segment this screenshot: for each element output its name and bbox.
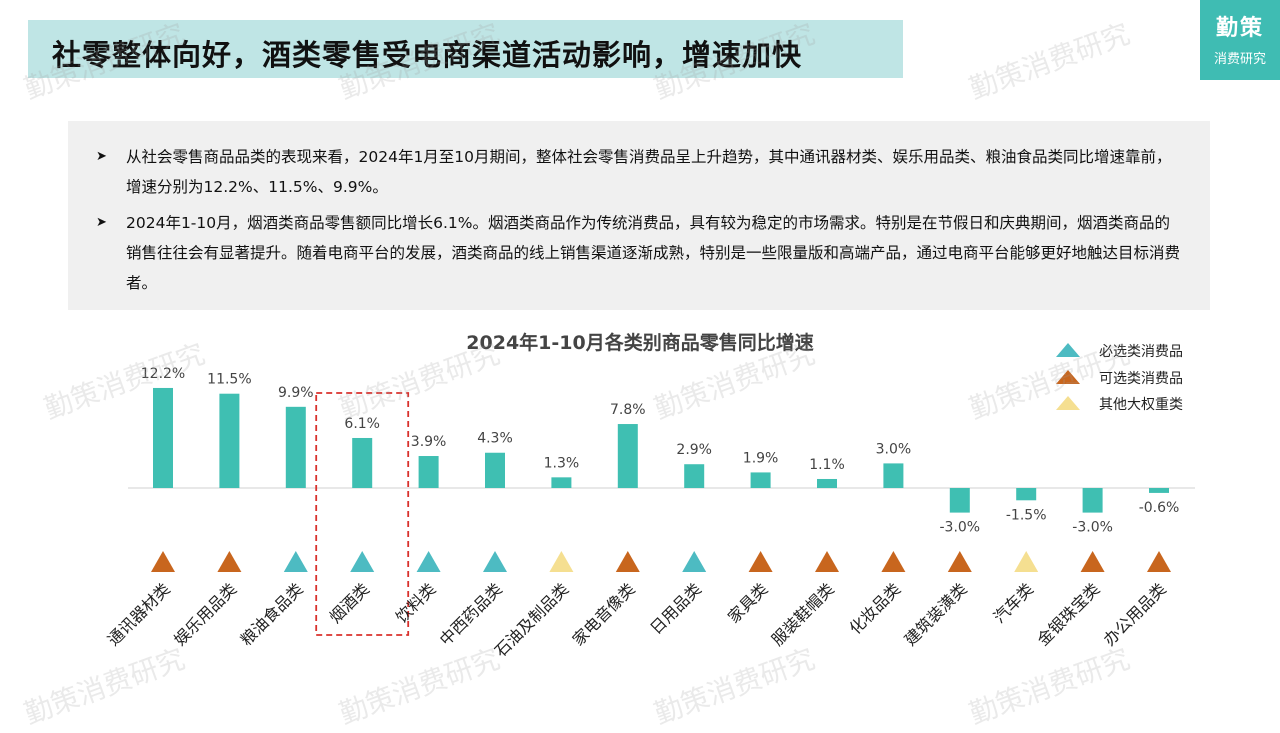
category-triangle-icon [283, 551, 308, 572]
bar [617, 424, 638, 488]
bar [418, 456, 439, 488]
legend-label: 其他大权重类 [1099, 397, 1183, 413]
category-label: 通讯器材类 [104, 579, 174, 649]
legend-triangle-icon [1056, 396, 1080, 410]
bullet-arrow-icon: ➤ [96, 215, 107, 230]
bar [817, 478, 837, 488]
summary-box [68, 121, 1210, 310]
legend-label: 必选类消费品 [1099, 344, 1183, 360]
data-label: 3.9% [411, 434, 447, 450]
category-label: 家具类 [724, 579, 771, 626]
bar [485, 452, 505, 488]
data-label: 1.3% [544, 455, 580, 471]
category-triangle-icon [483, 551, 507, 572]
bar [219, 393, 240, 488]
category-label: 化妆品类 [846, 579, 905, 638]
category-label: 金银珠宝类 [1033, 579, 1103, 649]
category-triangle-icon [151, 551, 175, 572]
category-label: 中西药品类 [436, 579, 506, 649]
bar [883, 463, 904, 488]
category-label: 日用品类 [646, 579, 705, 638]
category-label: 饮料类 [392, 579, 439, 626]
bullet-text: 从社会零售商品品类的表现来看，2024年1月至10月期间，整体社会零售消费品呈上… [126, 148, 1172, 196]
chart-title: 2024年1-10月各类别商品零售同比增速 [466, 332, 814, 354]
bar [750, 472, 771, 488]
bar [684, 464, 705, 488]
category-label: 家电音像类 [569, 579, 639, 649]
summary-bullet: ➤ 从社会零售商品品类的表现来看，2024年1月至10月期间，整体社会零售消费品… [96, 142, 1181, 202]
category-triangle-icon [1014, 551, 1039, 572]
data-label: 1.9% [743, 450, 779, 466]
brand-subtitle: 消费研究 [1213, 52, 1266, 67]
page-title: 社零整体向好，酒类零售受电商渠道活动影响，增速加快 [52, 38, 803, 72]
data-label: 1.1% [809, 457, 845, 473]
bar [153, 387, 173, 488]
legend-label: 可选类消费品 [1099, 371, 1183, 387]
legend-triangle-icon [1056, 343, 1080, 357]
category-label: 烟酒类 [326, 579, 373, 626]
highlight-box [315, 392, 410, 636]
category-triangle-icon [1080, 551, 1105, 572]
category-label: 建筑装潢类 [901, 579, 971, 649]
data-label: 6.1% [344, 416, 380, 432]
category-triangle-icon [881, 551, 906, 572]
summary-bullet: ➤ 2024年1-10月，烟酒类商品零售额同比增长6.1%。烟酒类商品作为传统消… [96, 208, 1181, 298]
category-triangle-icon [815, 551, 839, 572]
data-label: -0.6% [1139, 500, 1180, 516]
category-triangle-icon [615, 551, 640, 572]
title-band [28, 20, 903, 78]
bar [285, 406, 306, 488]
bar [949, 488, 970, 513]
category-triangle-icon [748, 551, 773, 572]
data-label: 7.8% [610, 402, 646, 418]
category-label: 粮油食品类 [237, 579, 307, 649]
brand-name: 勤策 [1215, 16, 1264, 41]
data-label: -3.0% [939, 520, 980, 536]
data-label: 11.5% [207, 372, 251, 388]
data-label: 12.2% [141, 366, 185, 382]
category-label: 汽车类 [990, 579, 1037, 626]
category-triangle-icon [549, 551, 574, 572]
data-label: 3.0% [876, 441, 912, 457]
data-label: 4.3% [477, 431, 513, 447]
category-label: 办公用品类 [1100, 579, 1170, 649]
bar [352, 437, 373, 488]
bar [1016, 488, 1037, 501]
category-label: 服装鞋帽类 [768, 579, 838, 649]
bullet-text: 2024年1-10月，烟酒类商品零售额同比增长6.1%。烟酒类商品作为传统消费品… [126, 214, 1181, 292]
category-triangle-icon [350, 551, 375, 572]
category-triangle-icon [947, 551, 972, 572]
bar [551, 477, 572, 488]
category-label: 娱乐用品类 [170, 579, 240, 649]
data-label: -3.0% [1072, 520, 1113, 536]
bar [1149, 488, 1169, 493]
brand-logo: 勤策 消费研究 [1200, 0, 1280, 80]
category-triangle-icon [682, 551, 707, 572]
category-triangle-icon [1147, 551, 1171, 572]
category-triangle-icon [217, 551, 242, 572]
category-triangle-icon [416, 551, 441, 572]
bullet-arrow-icon: ➤ [96, 149, 107, 164]
data-label: 2.9% [676, 442, 712, 458]
bar [1082, 488, 1103, 513]
data-label: -1.5% [1006, 507, 1047, 523]
data-label: 9.9% [278, 385, 314, 401]
legend-triangle-icon [1056, 370, 1080, 384]
